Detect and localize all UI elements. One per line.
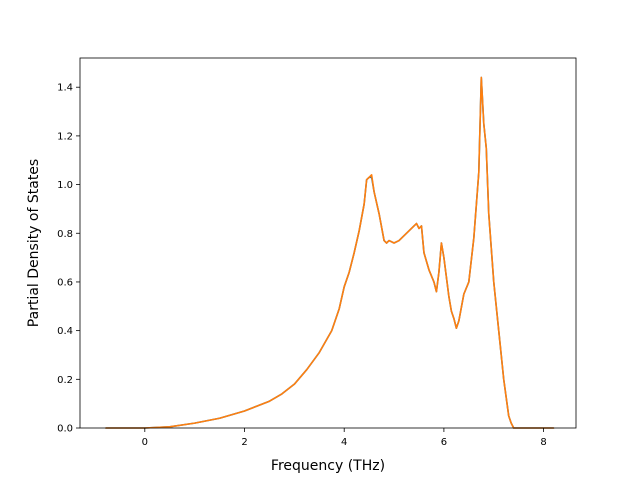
y-tick-label: 1.0: [57, 180, 73, 191]
series-layer: [105, 76, 555, 429]
x-tick-label: 2: [241, 437, 247, 448]
plot-frame: [79, 57, 577, 429]
y-axis-title: Partial Density of States: [26, 159, 42, 327]
x-tick-label: 6: [441, 437, 447, 448]
x-axis-title: Frequency (THz): [271, 458, 385, 474]
y-tick-label: 1.2: [57, 131, 73, 142]
y-tick-label: 0.2: [57, 375, 73, 386]
y-tick-label: 0.4: [57, 326, 73, 337]
y-tick-label: 0.6: [57, 277, 73, 288]
y-tick-label: 0.8: [57, 229, 73, 240]
x-tick-label: 8: [540, 437, 546, 448]
y-axis: 0.0 0.2 0.4 0.6 0.8 1.0 1.2 1.4: [57, 83, 80, 435]
x-tick-label: 4: [341, 437, 347, 448]
x-axis: 0 2 4 6 8: [142, 428, 547, 448]
series-line-2: [105, 76, 555, 429]
y-tick-label: 0.0: [57, 424, 73, 435]
plot-area: [80, 58, 576, 428]
x-tick-label: 0: [142, 437, 148, 448]
y-tick-label: 1.4: [57, 83, 73, 94]
